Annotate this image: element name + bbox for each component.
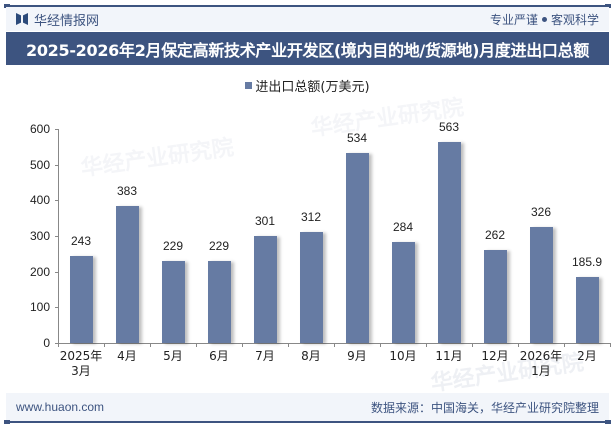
x-tick-label: 2026年 1月	[519, 349, 563, 378]
bar-value-label: 326	[530, 204, 552, 219]
y-tick-label: 600	[29, 122, 50, 136]
slogan-left: 专业严谨	[489, 12, 538, 27]
slogan: 专业严谨 客观科学	[490, 11, 599, 28]
x-tick-label: 9月	[347, 349, 367, 363]
y-tick-mark	[55, 271, 59, 273]
bar	[115, 206, 139, 343]
x-tick-mark	[472, 343, 473, 347]
y-tick-label: 200	[29, 264, 50, 279]
y-tick-mark	[55, 343, 59, 344]
footer-bar: www.huaon.com 数据来源：中国海关，华经产业研究院整理	[6, 393, 609, 421]
x-tick-label: 7月	[255, 349, 275, 363]
x-tick-label: 2025年 3月	[59, 349, 103, 378]
bar	[69, 256, 93, 343]
x-tick-mark	[380, 343, 381, 347]
bar-value-label: 229	[208, 239, 230, 254]
bottom-border	[4, 420, 611, 424]
slogan-right: 客观科学	[550, 12, 599, 27]
chart-title: 2025-2026年2月保定高新技术产业开发区(境内目的地/货源地)月度进出口总…	[6, 32, 609, 65]
x-tick-mark	[426, 343, 427, 347]
bar-value-label: 563	[438, 120, 460, 135]
brand: 华经情报网	[16, 10, 99, 29]
y-tick-label: 400	[29, 193, 50, 208]
y-tick-label: 500	[29, 157, 50, 172]
brand-name: 华经情报网	[34, 13, 100, 29]
x-tick-label: 5月	[163, 349, 183, 363]
x-tick-mark	[610, 343, 611, 347]
bar-value-label: 243	[70, 234, 92, 249]
x-tick-mark	[288, 343, 289, 347]
x-tick-label: 6月	[209, 349, 229, 363]
bullet-dot-icon	[541, 16, 547, 22]
x-tick-label: 10月	[389, 349, 417, 363]
bar	[575, 276, 599, 343]
x-tick-mark	[104, 343, 105, 347]
bar	[529, 226, 553, 343]
y-tick-label: 100	[29, 300, 50, 315]
bar-value-label: 185.9	[571, 254, 603, 269]
x-tick-mark	[334, 343, 335, 347]
bar	[345, 152, 369, 343]
bar	[483, 249, 507, 343]
x-tick-mark	[58, 343, 59, 347]
bar-value-label: 534	[346, 130, 368, 145]
footer-website: www.huaon.com	[16, 400, 105, 414]
top-border	[4, 4, 611, 8]
bar-value-label: 301	[254, 213, 276, 228]
chart-legend: 进出口总额(万美元)	[0, 76, 615, 95]
bar-value-label: 312	[300, 209, 322, 224]
x-tick-mark	[518, 343, 519, 347]
bar	[391, 241, 415, 343]
bar	[161, 261, 185, 343]
y-tick-label: 0	[43, 336, 50, 350]
legend-label: 进出口总额(万美元)	[255, 80, 370, 95]
x-tick-label: 2月	[577, 349, 597, 363]
bar-value-label: 229	[162, 239, 184, 254]
x-tick-mark	[564, 343, 565, 347]
bar	[437, 142, 461, 343]
bar	[207, 261, 231, 343]
y-tick-label: 300	[29, 229, 50, 243]
legend-swatch-icon	[245, 82, 253, 89]
y-tick-mark	[55, 236, 59, 237]
x-tick-mark	[150, 343, 151, 347]
x-tick-label: 8月	[301, 349, 321, 363]
y-tick-mark	[55, 164, 59, 166]
bar	[253, 235, 277, 343]
bar-value-label: 262	[484, 227, 506, 242]
y-tick-mark	[55, 307, 59, 309]
header-bar: 华经情报网 专业严谨 客观科学	[6, 7, 609, 31]
bar	[299, 231, 323, 343]
x-tick-label: 4月	[117, 349, 137, 363]
data-source: 数据来源：中国海关，华经产业研究院整理	[370, 400, 599, 415]
y-tick-mark	[55, 200, 59, 202]
x-tick-mark	[196, 343, 197, 347]
x-tick-label: 11月	[435, 349, 463, 363]
bar-value-label: 284	[392, 219, 414, 234]
y-tick-mark	[55, 129, 59, 130]
bar-value-label: 383	[116, 184, 138, 199]
x-tick-label: 12月	[481, 349, 509, 363]
x-tick-mark	[242, 343, 243, 347]
